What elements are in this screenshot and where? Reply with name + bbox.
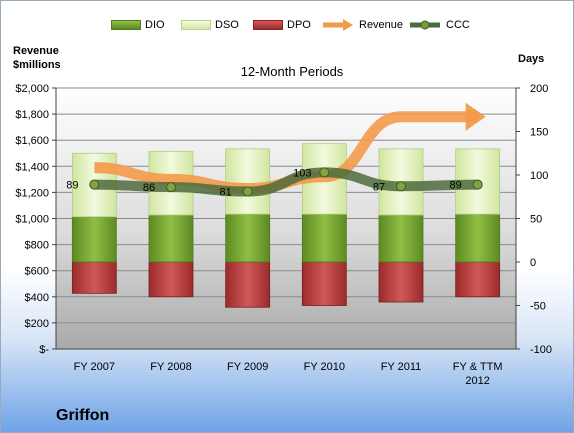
y-left-tick-label: $1,800 — [15, 109, 49, 121]
legend-item-dpo: DPO — [253, 17, 311, 33]
ccc-data-label: 103 — [293, 167, 311, 179]
ccc-data-label: 89 — [66, 180, 78, 192]
y-left-tick-label: $2,000 — [15, 83, 49, 95]
x-tick-label: 2012 — [465, 375, 489, 387]
ccc-data-label: 87 — [373, 181, 385, 193]
legend-label-dso: DSO — [215, 19, 239, 31]
bar-dpo — [301, 261, 347, 306]
y-right-tick-label: 50 — [530, 214, 542, 226]
legend-arrow-icon — [323, 19, 353, 31]
y-left-tick-label: $200 — [25, 318, 49, 330]
y-left-tick-label: $- — [39, 344, 49, 356]
legend-item-revenue: Revenue — [321, 17, 403, 33]
legend-item-ccc: CCC — [408, 17, 470, 33]
legend-label-ccc: CCC — [446, 19, 470, 31]
legend-swatch-dpo — [253, 20, 283, 30]
legend-swatch-dso — [181, 20, 211, 30]
legend: DIO DSO DPO Revenue CCC — [111, 17, 571, 33]
ccc-point — [89, 179, 100, 190]
y-right-tick-label: 200 — [530, 83, 548, 95]
y-left-tick-label: $600 — [25, 266, 49, 278]
revenue-arrowhead — [465, 102, 486, 131]
x-tick-label: FY 2007 — [74, 361, 115, 373]
y-left-tick-label: $400 — [25, 292, 49, 304]
y-left-label-line1: Revenue — [13, 45, 59, 57]
company-name: Griffon — [56, 407, 110, 424]
bar-dpo — [378, 261, 424, 303]
x-tick-label: FY 2009 — [227, 361, 268, 373]
bar-dio — [301, 213, 347, 263]
ccc-data-label: 81 — [220, 187, 232, 199]
y-right-label: Days — [518, 53, 545, 65]
chart-title: 12-Month Periods — [240, 64, 344, 79]
legend-ccc-icon — [410, 20, 440, 30]
ccc-data-label: 89 — [450, 180, 462, 192]
y-left-tick-label: $1,600 — [15, 135, 49, 147]
legend-item-dso: DSO — [181, 17, 239, 33]
bar-dio — [71, 216, 117, 263]
ccc-point — [242, 186, 253, 197]
y-left-tick-label: $1,200 — [15, 187, 49, 199]
bar-dio — [225, 213, 271, 263]
y-right-tick-label: -50 — [530, 301, 546, 313]
legend-label-dpo: DPO — [287, 19, 311, 31]
y-right-tick-label: 0 — [530, 257, 536, 269]
legend-item-dio: DIO — [111, 17, 165, 33]
ccc-point — [472, 179, 483, 190]
y-left-tick-label: $800 — [25, 240, 49, 252]
ccc-point — [166, 182, 176, 193]
bar-dpo — [71, 261, 117, 294]
bar-dio — [148, 214, 194, 263]
y-left-tick-label: $1,000 — [15, 214, 49, 226]
ccc-point — [396, 181, 406, 192]
bar-dpo — [148, 261, 194, 298]
bar-dpo — [225, 261, 271, 308]
y-right-tick-label: -100 — [530, 344, 552, 356]
legend-label-dio: DIO — [145, 19, 165, 31]
ccc-point — [319, 167, 330, 178]
legend-swatch-dio — [111, 20, 141, 30]
bar-dso — [225, 148, 271, 215]
x-tick-label: FY & TTM — [453, 361, 503, 373]
y-left-tick-label: $1,400 — [15, 161, 49, 173]
bar-dpo — [455, 261, 501, 298]
x-tick-label: FY 2011 — [381, 361, 422, 373]
bar-dio — [378, 214, 424, 263]
y-right-tick-label: 100 — [530, 170, 548, 182]
y-right-tick-label: 150 — [530, 127, 548, 139]
y-left-label-line2: $millions — [13, 59, 61, 71]
legend-label-revenue: Revenue — [359, 19, 404, 31]
x-tick-label: FY 2010 — [304, 361, 345, 373]
ccc-data-label: 86 — [143, 182, 155, 194]
x-tick-label: FY 2008 — [150, 361, 191, 373]
bar-dio — [455, 213, 501, 263]
